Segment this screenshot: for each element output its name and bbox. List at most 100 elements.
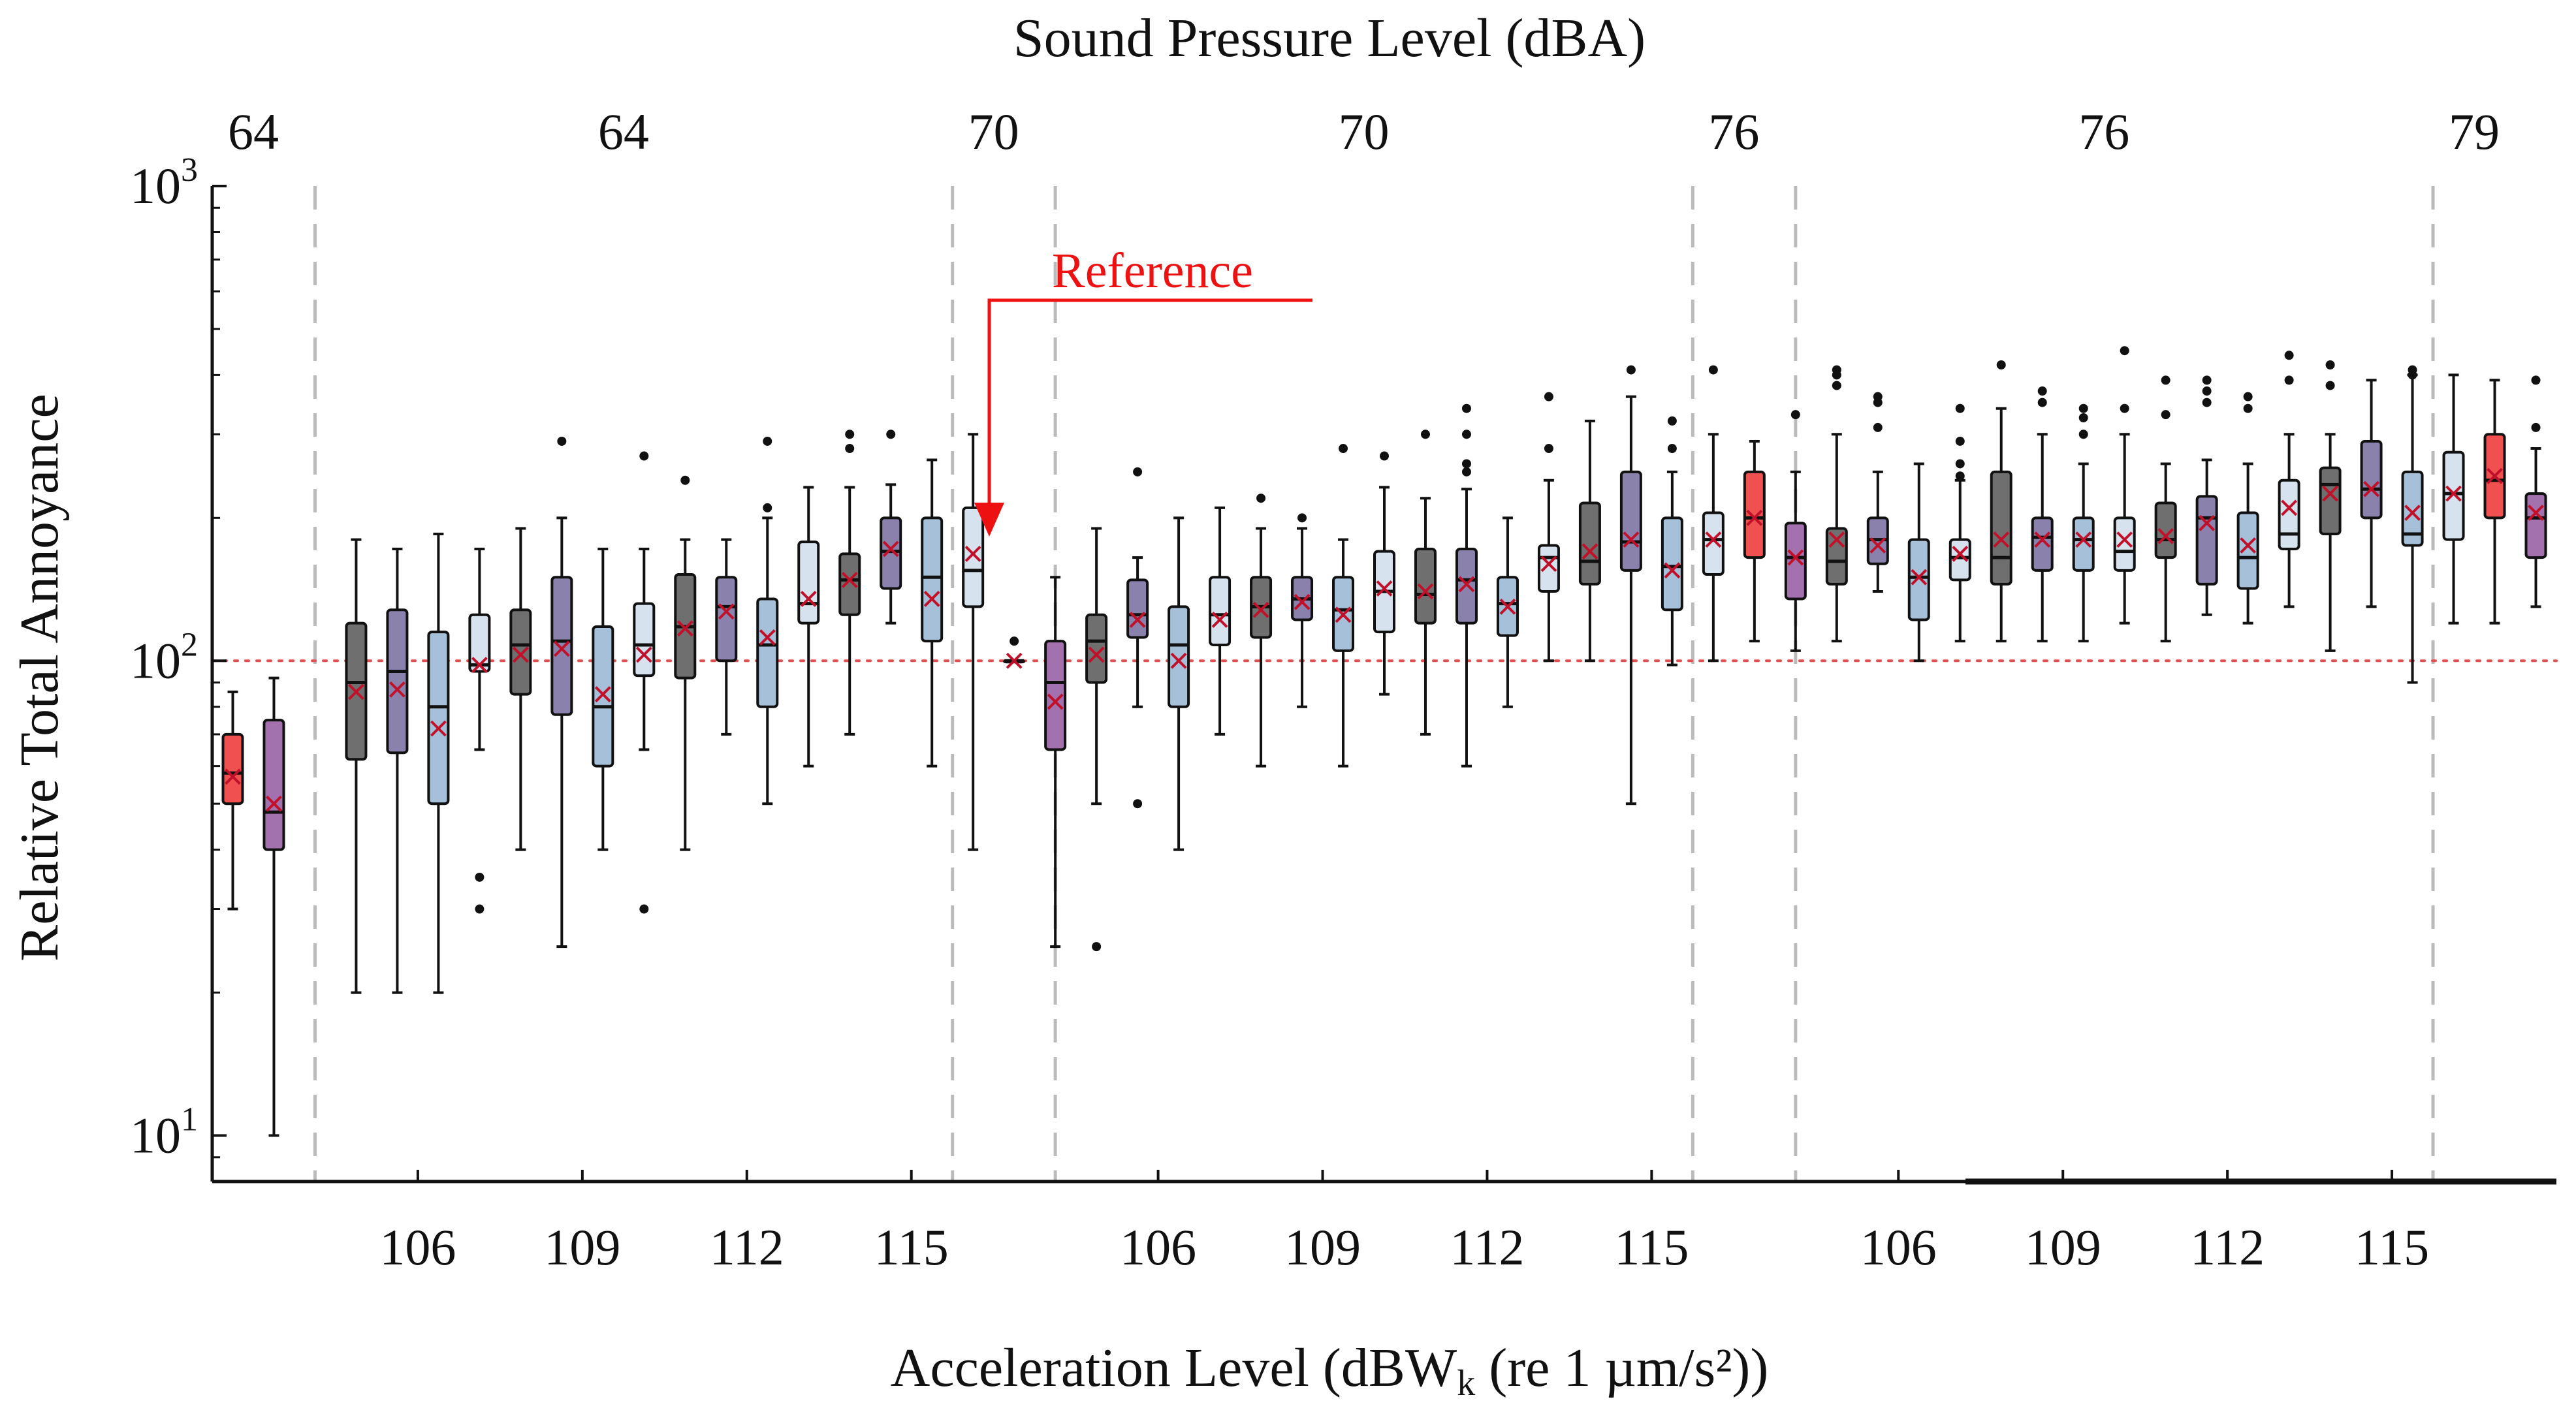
mean-marker	[594, 686, 611, 703]
x-top-tick-label: 76	[2078, 103, 2129, 160]
box-plot	[2319, 360, 2342, 652]
mean-marker	[1746, 509, 1763, 526]
box-plot	[1578, 419, 1601, 663]
x-top-tick-label: 79	[2449, 103, 2500, 160]
mean-marker	[1911, 569, 1928, 586]
box-plot	[1825, 365, 1848, 643]
box-iqr	[1619, 470, 1642, 572]
box-plot	[509, 527, 532, 851]
outlier-point	[1708, 365, 1718, 375]
box-plot	[2524, 375, 2547, 608]
y-tick-label: 103	[130, 151, 198, 214]
box-iqr	[592, 625, 614, 768]
box-iqr	[1661, 516, 1683, 612]
y-tick-base: 10	[130, 632, 181, 689]
outlier-point	[2325, 381, 2335, 390]
mean-marker	[2075, 531, 2092, 548]
box-plot	[1209, 506, 1232, 736]
box-iqr	[2236, 511, 2259, 590]
box-plot	[1250, 494, 1273, 768]
mean-marker	[2528, 505, 2544, 521]
mean-marker	[2116, 531, 2133, 548]
x-axis-title-prefix: Acceleration Level (dBW	[891, 1338, 1457, 1398]
outlier-point	[557, 436, 567, 446]
mean-marker	[1376, 580, 1393, 597]
box-plot	[221, 690, 244, 911]
outlier-point	[763, 503, 772, 512]
y-tick-base: 10	[130, 157, 181, 214]
mean-marker	[1828, 531, 1845, 548]
mean-marker	[1047, 693, 1064, 710]
y-tick-exponent: 3	[181, 151, 198, 189]
box-iqr	[2072, 516, 2095, 572]
box-plot	[2154, 375, 2177, 643]
group-dividers	[313, 186, 2435, 1182]
x-top-tick-label: 64	[228, 103, 279, 160]
mean-marker	[1993, 531, 2010, 548]
box-iqr	[880, 516, 902, 590]
mean-marker	[1952, 545, 1969, 562]
box-iqr	[1126, 578, 1149, 639]
mean-marker	[553, 640, 570, 657]
boxes-group	[221, 346, 2547, 1137]
mean-marker	[2199, 514, 2216, 531]
box-plot	[1332, 444, 1355, 768]
mean-marker	[225, 768, 241, 785]
box-iqr	[1085, 613, 1108, 684]
mean-marker	[1211, 612, 1228, 628]
outlier-point	[1461, 430, 1471, 439]
box-plot	[921, 458, 944, 768]
mean-marker	[718, 603, 735, 620]
box-iqr	[715, 576, 738, 663]
box-plot	[262, 676, 285, 1137]
x-bottom-tick-label: 115	[874, 1219, 949, 1276]
box-plot	[1496, 516, 1519, 708]
box-plot	[550, 436, 573, 948]
outlier-point	[1133, 799, 1143, 809]
box-plot	[880, 430, 902, 625]
box-plot	[386, 547, 409, 994]
box-plot	[1044, 576, 1067, 948]
x-bottom-tick-label: 112	[1450, 1219, 1524, 1276]
top-axis-title: Sound Pressure Level (dBA)	[1013, 8, 1646, 69]
box-iqr	[756, 597, 779, 708]
box-iqr	[1537, 544, 1560, 593]
outlier-point	[2243, 403, 2253, 413]
outlier-point	[1092, 942, 1102, 952]
mean-marker	[841, 572, 858, 588]
outlier-point	[845, 444, 855, 454]
outlier-point	[2243, 392, 2253, 401]
box-iqr	[1209, 576, 1232, 646]
mean-marker	[1088, 646, 1105, 663]
box-plot	[674, 475, 697, 851]
box-iqr	[1743, 470, 1766, 559]
x-bottom-tick-label: 115	[1614, 1219, 1689, 1276]
mean-marker	[1294, 593, 1311, 610]
box-iqr	[1784, 522, 1807, 601]
outlier-point	[1873, 398, 1883, 407]
box-plot	[1907, 462, 1930, 663]
outlier-point	[1010, 636, 1019, 646]
x-axis-title-subscript: k	[1457, 1363, 1475, 1403]
mean-marker	[1540, 556, 1557, 572]
box-plot	[1126, 467, 1149, 809]
mean-marker	[882, 540, 899, 557]
box-plot	[2236, 392, 2259, 625]
outlier-point	[475, 872, 485, 882]
outlier-point	[1667, 444, 1677, 454]
box-plot	[2278, 351, 2300, 608]
mean-marker	[635, 646, 652, 663]
outlier-point	[1461, 403, 1471, 413]
mean-marker	[2157, 527, 2174, 544]
x-axis-title-suffix: (re 1 µm/s²))	[1475, 1338, 1768, 1398]
reference-arrow-head	[974, 503, 1004, 537]
mean-marker	[1787, 549, 1804, 566]
mean-marker	[1705, 531, 1722, 548]
box-plot	[2483, 379, 2506, 625]
box-iqr	[2442, 450, 2465, 541]
mean-marker	[1664, 562, 1681, 579]
box-plot	[1990, 360, 2012, 643]
outlier-point	[1380, 451, 1389, 461]
outlier-point	[2120, 346, 2129, 356]
